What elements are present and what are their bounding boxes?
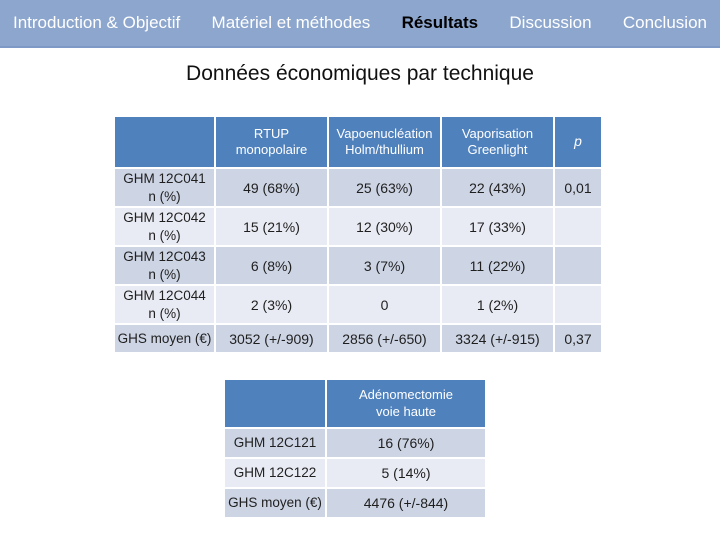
cell-vapoenucleation: 3 (7%) bbox=[329, 247, 440, 285]
table2-header-empty bbox=[225, 380, 325, 427]
row-label: GHS moyen (€) bbox=[115, 325, 214, 353]
cell-value: 16 (76%) bbox=[327, 429, 485, 457]
table1-row-ghs-moyen: GHS moyen (€) 3052 (+/-909) 2856 (+/-650… bbox=[115, 325, 601, 353]
cell-rtup: 49 (68%) bbox=[216, 169, 327, 207]
cell-rtup: 6 (8%) bbox=[216, 247, 327, 285]
table1-row-ghm-12c042: GHM 12C042 n (%) 15 (21%) 12 (30%) 17 (3… bbox=[115, 208, 601, 246]
table2-row-ghm-12c122: GHM 12C122 5 (14%) bbox=[225, 459, 485, 487]
table2-row-ghm-12c121: GHM 12C121 16 (76%) bbox=[225, 429, 485, 457]
cell-rtup: 2 (3%) bbox=[216, 286, 327, 324]
cell-vapoenucleation: 12 (30%) bbox=[329, 208, 440, 246]
cell-vaporisation: 3324 (+/-915) bbox=[442, 325, 553, 353]
row-label: GHM 12C043 n (%) bbox=[115, 247, 214, 285]
table1-header-vapoenucleation: Vapoenucléation Holm/thullium bbox=[329, 117, 440, 167]
table1-header-vaporisation-greenlight: Vaporisation Greenlight bbox=[442, 117, 553, 167]
nav-item-discussion[interactable]: Discussion bbox=[509, 13, 592, 32]
cell-vapoenucleation: 2856 (+/-650) bbox=[329, 325, 440, 353]
economics-by-technique-table: RTUP monopolaire Vapoenucléation Holm/th… bbox=[113, 115, 603, 354]
cell-value: 5 (14%) bbox=[327, 459, 485, 487]
table1-header-p-value: p bbox=[555, 117, 601, 167]
nav-item-conclusion[interactable]: Conclusion bbox=[622, 13, 707, 32]
cell-p-value bbox=[555, 286, 601, 324]
slide-title: Données économiques par technique bbox=[186, 62, 534, 85]
cell-p-value bbox=[555, 247, 601, 285]
cell-vapoenucleation: 25 (63%) bbox=[329, 169, 440, 207]
cell-vapoenucleation: 0 bbox=[329, 286, 440, 324]
cell-rtup: 15 (21%) bbox=[216, 208, 327, 246]
nav-item-resultats[interactable]: Résultats bbox=[401, 13, 479, 32]
table2-header-adenomectomie: Adénomectomie voie haute bbox=[327, 380, 485, 427]
cell-vaporisation: 11 (22%) bbox=[442, 247, 553, 285]
table2-header-row: Adénomectomie voie haute bbox=[225, 380, 485, 427]
table2-row-ghs-moyen: GHS moyen (€) 4476 (+/-844) bbox=[225, 489, 485, 517]
row-label: GHM 12C042 n (%) bbox=[115, 208, 214, 246]
cell-vaporisation: 17 (33%) bbox=[442, 208, 553, 246]
row-label: GHM 12C044 n (%) bbox=[115, 286, 214, 324]
row-label: GHM 12C122 bbox=[225, 459, 325, 487]
nav-item-materiel-methodes[interactable]: Matériel et méthodes bbox=[211, 13, 371, 32]
table1-header-rtup-monopolaire: RTUP monopolaire bbox=[216, 117, 327, 167]
table1-header-empty bbox=[115, 117, 214, 167]
cell-value: 4476 (+/-844) bbox=[327, 489, 485, 517]
cell-rtup: 3052 (+/-909) bbox=[216, 325, 327, 353]
cell-vaporisation: 22 (43%) bbox=[442, 169, 553, 207]
cell-p-value: 0,01 bbox=[555, 169, 601, 207]
cell-p-value bbox=[555, 208, 601, 246]
cell-vaporisation: 1 (2%) bbox=[442, 286, 553, 324]
row-label: GHS moyen (€) bbox=[225, 489, 325, 517]
table1-row-ghm-12c043: GHM 12C043 n (%) 6 (8%) 3 (7%) 11 (22%) bbox=[115, 247, 601, 285]
table1-header-row: RTUP monopolaire Vapoenucléation Holm/th… bbox=[115, 117, 601, 167]
table1-row-ghm-12c041: GHM 12C041 n (%) 49 (68%) 25 (63%) 22 (4… bbox=[115, 169, 601, 207]
cell-p-value: 0,37 bbox=[555, 325, 601, 353]
row-label: GHM 12C121 bbox=[225, 429, 325, 457]
nav-item-introduction-objectif[interactable]: Introduction & Objectif bbox=[13, 13, 181, 32]
table1-row-ghm-12c044: GHM 12C044 n (%) 2 (3%) 0 1 (2%) bbox=[115, 286, 601, 324]
slide-nav-bar: Introduction & Objectif Matériel et méth… bbox=[0, 0, 720, 48]
adenomectomie-table: Adénomectomie voie haute GHM 12C121 16 (… bbox=[223, 378, 487, 519]
row-label: GHM 12C041 n (%) bbox=[115, 169, 214, 207]
